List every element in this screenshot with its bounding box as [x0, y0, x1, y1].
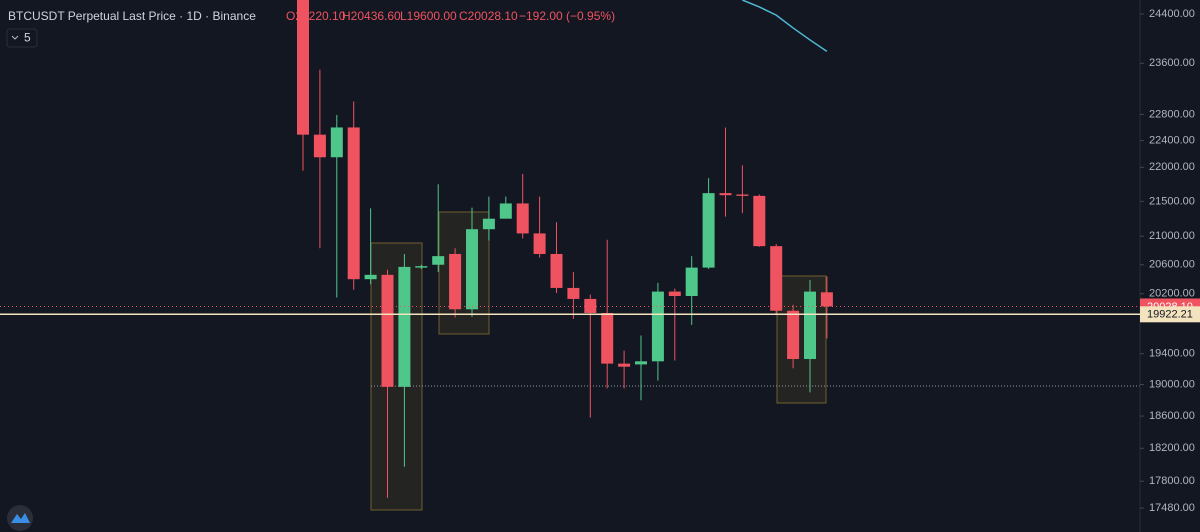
candle-body	[347, 127, 360, 280]
ohlc-change: −192.00 (−0.95%)	[519, 9, 615, 23]
indicator-button[interactable]	[6, 28, 38, 48]
logo[interactable]	[7, 505, 33, 531]
candle-body	[770, 246, 783, 311]
candle-body	[381, 274, 394, 387]
range-box	[776, 275, 827, 404]
candle-body	[415, 266, 428, 268]
candle-body	[449, 253, 462, 310]
candle-body	[466, 229, 478, 310]
candle-body	[719, 193, 732, 196]
ohlc-open: O20220.10	[286, 9, 346, 23]
candle-body	[567, 287, 580, 299]
candle-body	[668, 291, 681, 296]
y-tick-label: 24400.00	[1149, 8, 1195, 20]
y-tick-label: 17800.00	[1149, 475, 1195, 487]
indicator-value: 5	[24, 31, 31, 45]
logo-mark	[11, 513, 30, 523]
y-tick-label: 19400.00	[1149, 348, 1195, 360]
ohlc-low: L19600.00	[400, 9, 457, 23]
range-box	[438, 211, 490, 335]
symbol-title: BTCUSDT Perpetual Last Price · 1D · Bina…	[8, 9, 256, 23]
candle-body	[297, 0, 309, 135]
price-label: 19922.21	[1147, 309, 1193, 321]
moving-average	[742, 0, 828, 53]
candle-body	[753, 195, 766, 247]
price-label-box	[1140, 306, 1200, 323]
candle-body	[550, 253, 563, 288]
plot	[297, 0, 833, 498]
y-tick-label: 20200.00	[1149, 288, 1195, 300]
candle-body	[736, 194, 749, 196]
candle-body	[820, 292, 833, 307]
y-tick-label: 21000.00	[1149, 230, 1195, 242]
candle-body	[398, 266, 411, 387]
y-tick-label: 20600.00	[1149, 259, 1195, 271]
candle-body	[432, 256, 445, 265]
indicator-toggle[interactable]: 5	[6, 28, 38, 48]
candle-body	[584, 298, 597, 313]
candle-body	[635, 361, 647, 365]
candle-body	[516, 203, 529, 234]
candle-body	[533, 233, 546, 254]
candle-body	[482, 218, 495, 230]
y-tick-label: 19000.00	[1149, 378, 1195, 390]
candle-body	[651, 291, 664, 362]
y-tick-label: 17480.00	[1149, 502, 1195, 514]
y-tick-label: 18200.00	[1149, 442, 1195, 454]
ohlc-close: C20028.10	[459, 9, 518, 23]
y-tick-label: 23600.00	[1149, 57, 1195, 69]
y-tick-label: 18600.00	[1149, 410, 1195, 422]
range-box	[370, 242, 423, 511]
candle-body	[787, 310, 800, 360]
y-tick-label: 22000.00	[1149, 161, 1195, 173]
candle-body	[702, 193, 715, 268]
chevron-icon	[11, 35, 19, 40]
candle-body	[330, 127, 343, 158]
y-tick-label: 22400.00	[1149, 135, 1195, 147]
candle-body	[804, 291, 816, 360]
candle-body	[601, 312, 614, 364]
y-tick-label: 21500.00	[1149, 195, 1195, 207]
ohlc-high: H20436.60	[342, 9, 401, 23]
candle-body	[364, 274, 377, 280]
candle-body	[499, 203, 512, 219]
candle-body	[313, 134, 326, 158]
candle-body	[685, 267, 698, 296]
candle-body	[618, 363, 631, 367]
y-tick-label: 22800.00	[1149, 108, 1195, 120]
